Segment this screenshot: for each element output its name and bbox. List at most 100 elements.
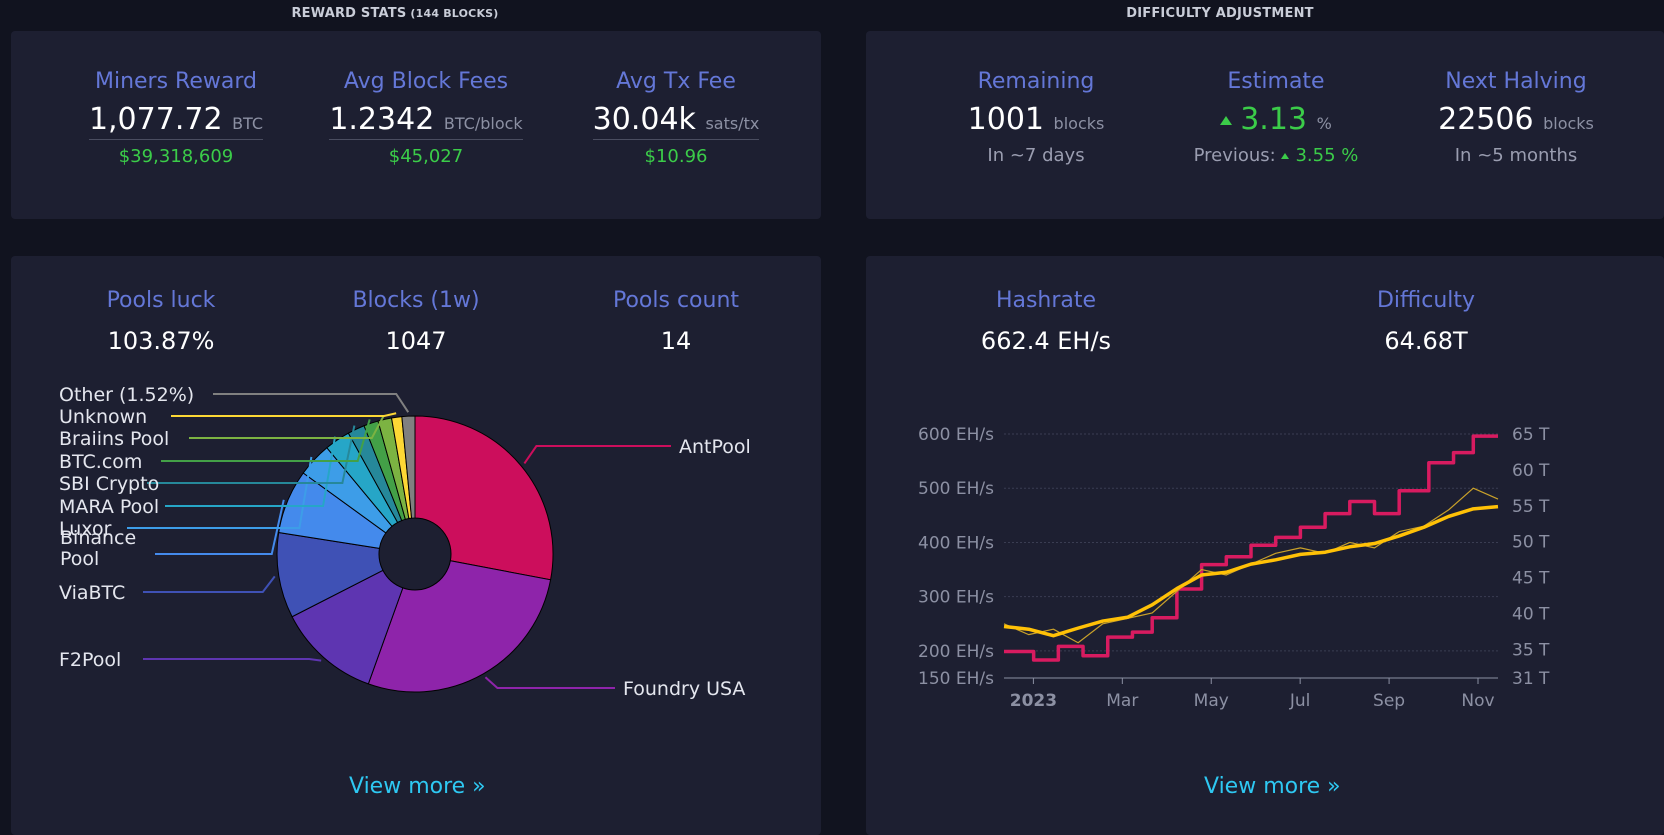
pie-leader-line-antpool (523, 445, 671, 465)
hashrate-difficulty-chart[interactable]: 600 EH/s 500 EH/s 400 EH/s 300 EH/s 200 EH/s… (866, 406, 1664, 756)
estimate-value-row: 3.13 % (1166, 102, 1386, 137)
pools-luck-label: Pools luck (106, 288, 216, 313)
difficulty-stat: Difficulty 64.68T (1316, 288, 1536, 355)
pie-leader-line-braiins-pool (189, 414, 385, 439)
avg-block-fees-unit: BTC/block (443, 114, 523, 133)
avg-block-fees-fiat: $45,027 (388, 146, 464, 167)
pie-slice-antpool[interactable] (414, 415, 554, 581)
pools-count-stat: Pools count 14 (566, 288, 786, 355)
pie-leader-line-btc-com (161, 419, 371, 462)
next-halving-eta: In ~5 months (1454, 145, 1578, 166)
pie-label-other-1-52: Other (1.52%) (59, 386, 194, 406)
avg-tx-fee-value-row: 30.04k sats/tx (592, 102, 760, 140)
reward-stats-panel: Miners Reward 1,077.72 BTC $39,318,609 A… (11, 31, 821, 219)
avg-block-fees-stat: Avg Block Fees 1.2342 BTC/block $45,027 (306, 69, 546, 167)
y-right-tick-label: 31 T (1512, 669, 1550, 689)
estimate-value: 3.13 (1240, 102, 1308, 137)
avg-tx-fee-fiat: $10.96 (644, 146, 708, 167)
pools-count-value: 14 (660, 327, 692, 355)
y-right-tick-label: 55 T (1512, 497, 1550, 517)
pie-slice-f2pool[interactable] (291, 569, 404, 685)
remaining-value-row: 1001 blocks (926, 102, 1146, 137)
miners-reward-value: 1,077.72 (88, 102, 223, 137)
avg-block-fees-value-row: 1.2342 BTC/block (329, 102, 523, 140)
pools-view-more-link[interactable]: View more » (349, 774, 486, 799)
blocks-1w-stat: Blocks (1w) 1047 (306, 288, 526, 355)
remaining-unit: blocks (1053, 114, 1105, 133)
pie-label-foundry-usa: Foundry USA (623, 678, 745, 700)
hashrate-panel: Hashrate 662.4 EH/s Difficulty 64.68T 60… (866, 256, 1664, 835)
x-tick-label: Mar (1106, 691, 1138, 711)
miners-reward-value-row: 1,077.72 BTC (88, 102, 264, 140)
pie-leader-line-foundry-usa (484, 676, 615, 689)
hashrate-view-more-link[interactable]: View more » (1204, 774, 1341, 799)
pie-label-binance-pool: Binance (60, 527, 136, 549)
pie-label-btc-com: BTC.com (59, 451, 142, 473)
avg-block-fees-value: 1.2342 (329, 102, 435, 137)
pie-label-binance-pool-line2: Pool (60, 548, 99, 570)
pools-luck-stat: Pools luck 103.87% (51, 288, 271, 355)
y-left-tick-label: 150 EH/s (918, 669, 994, 689)
blocks-1w-label: Blocks (1w) (352, 288, 480, 313)
y-right-tick-label: 60 T (1512, 461, 1550, 481)
blocks-1w-value: 1047 (385, 327, 447, 355)
mining-pools-panel: Pools luck 103.87% Blocks (1w) 1047 Pool… (11, 256, 821, 835)
avg-block-fees-label: Avg Block Fees (343, 69, 509, 94)
previous-unit: % (1341, 145, 1359, 166)
pie-slice-foundry-usa[interactable] (367, 560, 552, 693)
x-tick-label: Nov (1461, 691, 1494, 711)
pie-label-unknown: Unknown (59, 406, 147, 428)
avg-tx-fee-value: 30.04k (592, 102, 696, 137)
pie-label-braiins-pool: Braiins Pool (59, 428, 169, 450)
triangle-up-icon (1220, 116, 1233, 125)
next-halving-value-row: 22506 blocks (1406, 102, 1626, 137)
avg-tx-fee-unit: sats/tx (705, 114, 760, 133)
difficulty-label: Difficulty (1376, 288, 1476, 313)
y-right-tick-label: 40 T (1512, 604, 1550, 624)
pie-label-viabtc: ViaBTC (59, 582, 125, 604)
next-halving-label: Next Halving (1445, 69, 1587, 94)
estimate-label: Estimate (1227, 69, 1325, 94)
reward-stats-title-text: REWARD STATS (291, 6, 407, 21)
reward-stats-title: REWARD STATS (144 BLOCKS) (280, 6, 510, 21)
remaining-value: 1001 (967, 102, 1044, 137)
remaining-label: Remaining (977, 69, 1095, 94)
pie-leader-line-other-1-52 (213, 393, 410, 413)
y-right-tick-label: 50 T (1512, 533, 1550, 553)
next-halving-stat: Next Halving 22506 blocks In ~5 months (1406, 69, 1626, 166)
previous-value: 3.55 (1295, 145, 1336, 166)
hashrate-stat: Hashrate 662.4 EH/s (936, 288, 1156, 355)
miners-reward-unit: BTC (232, 114, 264, 133)
x-tick-label: Jul (1289, 691, 1311, 711)
difficulty-value: 64.68T (1384, 327, 1468, 355)
hashrate-label: Hashrate (995, 288, 1097, 313)
y-left-tick-label: 400 EH/s (918, 533, 994, 553)
x-tick-label: 2023 (1010, 691, 1057, 711)
y-right-tick-label: 35 T (1512, 640, 1550, 660)
triangle-up-icon (1281, 153, 1290, 159)
previous-estimate: Previous: 3.55 % (1166, 145, 1386, 166)
pools-luck-value: 103.87% (107, 327, 215, 355)
y-right-tick-label: 65 T (1512, 425, 1550, 445)
estimate-stat: Estimate 3.13 % Previous: 3.55 % (1166, 69, 1386, 166)
x-tick-label: May (1194, 691, 1229, 711)
miners-reward-fiat: $39,318,609 (118, 146, 234, 167)
pie-leader-line-mara-pool (165, 436, 337, 507)
next-halving-value: 22506 (1438, 102, 1534, 137)
pie-leader-line-luxor (127, 456, 313, 529)
pie-leader-line-f2pool (143, 658, 322, 662)
y-left-tick-label: 500 EH/s (918, 479, 994, 499)
pie-label-antpool: AntPool (679, 436, 751, 458)
previous-label: Previous: (1193, 145, 1276, 166)
pie-label-sbi-crypto: SBI Crypto (59, 473, 159, 495)
estimate-unit: % (1316, 114, 1332, 133)
pie-slice-other-1-52[interactable] (401, 415, 416, 519)
avg-tx-fee-label: Avg Tx Fee (616, 69, 736, 94)
remaining-stat: Remaining 1001 blocks In ~7 days (926, 69, 1146, 166)
series-hashrate-ma (1003, 504, 1499, 638)
pie-label-luxor: Luxor (59, 518, 112, 540)
y-left-tick-label: 300 EH/s (918, 588, 994, 608)
difficulty-adjustment-panel: Remaining 1001 blocks In ~7 days Estimat… (866, 31, 1664, 219)
pools-pie-chart[interactable]: AntPool Foundry USA F2Pool ViaBTC BinancePoo… (11, 386, 821, 746)
pie-leader-line-viabtc (143, 575, 276, 593)
